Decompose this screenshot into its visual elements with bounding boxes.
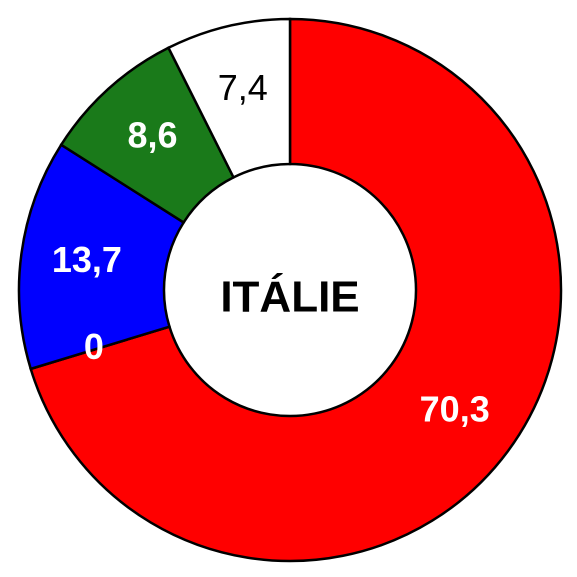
data-label: 7,4: [218, 67, 268, 108]
chart-title: ITÁLIE: [220, 272, 359, 322]
data-label: 13,7: [52, 239, 122, 280]
data-label: 8,6: [127, 114, 177, 155]
data-label: 70,3: [420, 389, 490, 430]
labels: 70,3 0 13,7 8,6 7,4: [52, 67, 490, 430]
slices: [17, 17, 563, 563]
data-label: 0: [84, 326, 104, 367]
slice: [17, 143, 186, 371]
slice: [29, 17, 563, 563]
slice: [166, 17, 292, 180]
